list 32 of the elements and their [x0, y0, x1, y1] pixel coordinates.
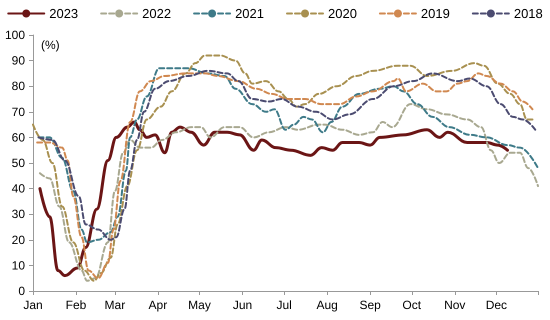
x-tick-label: Oct	[402, 298, 422, 312]
y-axis-title: (%)	[41, 38, 60, 52]
x-tick-label: Jul	[276, 298, 292, 312]
x-tick-label: Jan	[23, 298, 43, 312]
legend-label: 2019	[420, 6, 450, 21]
y-tick-label: 70	[12, 104, 26, 119]
y-tick-label: 20	[12, 232, 26, 247]
y-tick-label: 100	[4, 28, 26, 42]
y-tick-label: 10	[12, 258, 26, 272]
x-tick-label: Nov	[444, 298, 466, 312]
x-tick-label: Jun	[232, 298, 252, 312]
y-tick-label: 30	[12, 207, 26, 222]
x-tick-label: May	[188, 298, 211, 312]
x-tick-label: Mar	[104, 298, 126, 312]
y-tick-label: 80	[12, 79, 26, 94]
x-tick-label: Apr	[148, 298, 168, 312]
x-tick-label: Aug	[316, 298, 338, 312]
x-tick-label: Sep	[359, 298, 382, 312]
line-series	[38, 103, 539, 282]
y-tick-label: 40	[12, 182, 26, 196]
y-tick-label: 0	[18, 284, 26, 298]
legend-label: 2022	[142, 6, 172, 21]
x-tick-label: Dec	[486, 298, 508, 312]
line-series	[38, 120, 509, 278]
legend-label: 2018	[514, 6, 543, 21]
y-tick-label: 60	[12, 130, 26, 144]
y-tick-label: 90	[12, 54, 26, 68]
legend-label: 2021	[235, 6, 264, 21]
legend-label: 2023	[49, 6, 78, 21]
x-tick-label: Feb	[66, 298, 87, 312]
legend-label: 2020	[328, 6, 357, 21]
y-tick-label: 50	[12, 156, 26, 170]
